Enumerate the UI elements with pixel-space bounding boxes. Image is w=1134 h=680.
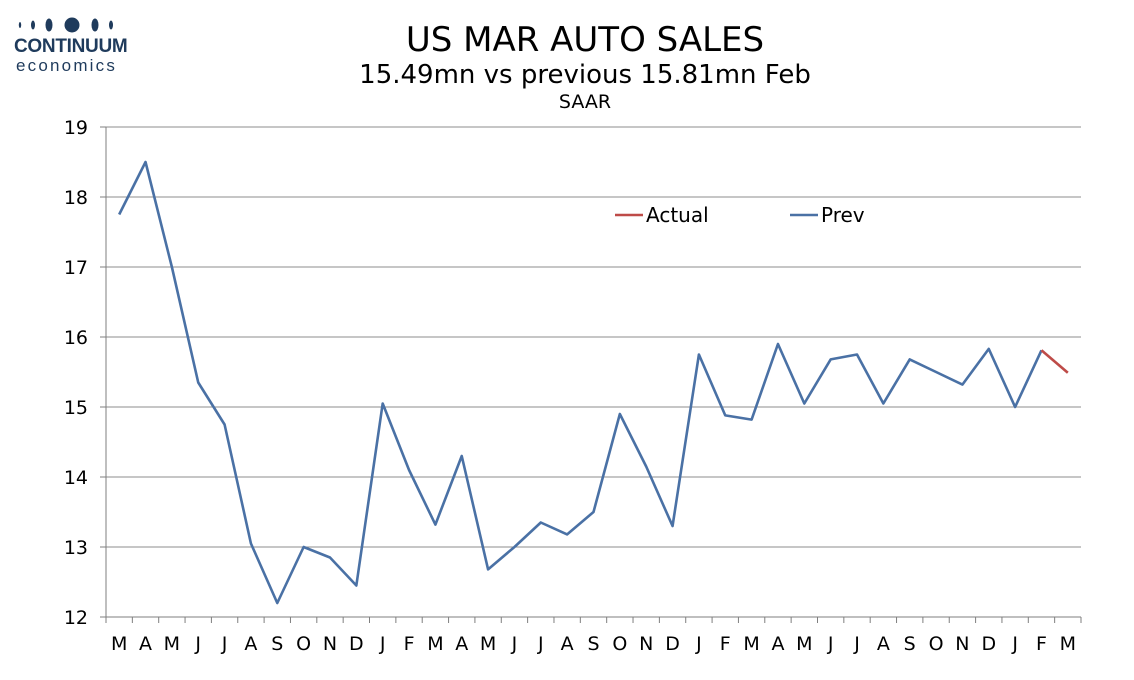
y-tick-label: 15: [64, 397, 88, 419]
x-tick-label: A: [455, 633, 468, 655]
x-tick-label: J: [827, 633, 834, 655]
series-line-prev: [118, 160, 1043, 605]
y-tick-label: 14: [64, 467, 88, 489]
x-tick-label: A: [139, 633, 152, 655]
x-tick-label: S: [587, 633, 599, 655]
x-tick-label: J: [194, 633, 201, 655]
legend: Actual Prev: [615, 203, 865, 227]
x-tick-label: M: [427, 633, 443, 655]
chart-titles: US MAR AUTO SALES 15.49mn vs previous 15…: [0, 20, 1134, 114]
legend-label-prev: Prev: [821, 203, 865, 227]
x-tick-label: M: [111, 633, 127, 655]
x-tick-label: J: [221, 633, 228, 655]
x-tick-label: S: [904, 633, 916, 655]
x-tick-label: O: [612, 633, 627, 655]
y-tick-label: 17: [64, 257, 88, 279]
axes: [105, 127, 1081, 618]
chart-unit: SAAR: [558, 91, 612, 113]
x-tick-label: O: [929, 633, 944, 655]
x-tick-label: S: [271, 633, 283, 655]
x-tick-label: F: [1036, 633, 1047, 655]
chart-subtitle: 15.49mn vs previous 15.81mn Feb: [359, 60, 811, 90]
x-tick-label: J: [1011, 633, 1018, 655]
x-tick-label: J: [379, 633, 386, 655]
x-tick-label: M: [796, 633, 812, 655]
x-tick-label: A: [561, 633, 574, 655]
x-tick-label: F: [720, 633, 731, 655]
x-tick-label: D: [349, 633, 364, 655]
x-tick-label: J: [853, 633, 860, 655]
x-tick-label: D: [981, 633, 996, 655]
series-line-actual: [1040, 349, 1069, 374]
grid-lines: [106, 126, 1081, 548]
x-tick-label: M: [164, 633, 180, 655]
y-axis-ticks: 12 13 14 15 16 17 18 19: [64, 117, 106, 629]
x-tick-label: A: [877, 633, 890, 655]
y-tick-label: 12: [64, 607, 88, 629]
x-tick-label: A: [771, 633, 784, 655]
logo-subtitle: economics: [16, 56, 118, 75]
chart-title: US MAR AUTO SALES: [405, 20, 765, 60]
x-tick-label: J: [695, 633, 702, 655]
x-tick-label: D: [665, 633, 680, 655]
x-tick-label: M: [1060, 633, 1076, 655]
x-tick-label: J: [537, 633, 544, 655]
y-tick-label: 18: [64, 187, 88, 209]
x-tick-label: F: [404, 633, 415, 655]
continuum-logo: CONTINUUM economics: [12, 14, 137, 76]
x-tick-label: J: [511, 633, 518, 655]
y-tick-label: 16: [64, 327, 88, 349]
x-tick-label: M: [743, 633, 759, 655]
y-tick-label: 13: [64, 537, 88, 559]
x-tick-label: N: [955, 633, 969, 655]
x-tick-label: N: [323, 633, 337, 655]
logo-name: CONTINUUM: [14, 36, 128, 57]
legend-label-actual: Actual: [646, 203, 709, 227]
series-lines: [118, 160, 1069, 605]
x-tick-label: M: [480, 633, 496, 655]
x-tick-label: A: [244, 633, 257, 655]
logo-dots-icon: [18, 17, 113, 33]
x-tick-label: N: [639, 633, 653, 655]
y-tick-label: 19: [64, 117, 88, 139]
x-tick-label: O: [296, 633, 311, 655]
